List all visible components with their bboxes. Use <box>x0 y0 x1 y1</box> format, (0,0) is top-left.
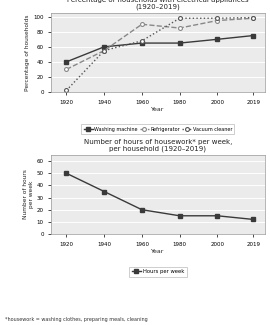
X-axis label: Year: Year <box>151 107 165 112</box>
Refrigerator <box>140 22 144 26</box>
Line: Refrigerator: Refrigerator <box>65 16 255 71</box>
Hours per week <box>103 189 106 193</box>
Line: Vacuum cleaner: Vacuum cleaner <box>65 16 255 92</box>
Legend: Hours per week: Hours per week <box>129 266 187 277</box>
Title: Percentage of households with electrical appliances
(1920–2019): Percentage of households with electrical… <box>67 0 249 10</box>
Washing machine <box>252 33 255 37</box>
Hours per week <box>216 214 219 218</box>
Y-axis label: Percentage of households: Percentage of households <box>25 14 31 91</box>
Vacuum cleaner <box>216 16 219 20</box>
Line: Hours per week: Hours per week <box>65 171 255 221</box>
Vacuum cleaner <box>252 16 255 20</box>
Vacuum cleaner <box>65 88 68 92</box>
Washing machine <box>216 37 219 41</box>
Refrigerator <box>103 49 106 53</box>
Line: Washing machine: Washing machine <box>65 33 255 64</box>
Refrigerator <box>178 26 181 30</box>
Title: Number of hours of housework* per week,
per household (1920–2019): Number of hours of housework* per week, … <box>84 139 232 152</box>
Text: *housework = washing clothes, preparing meals, cleaning: *housework = washing clothes, preparing … <box>5 317 148 322</box>
Washing machine <box>140 41 144 45</box>
Hours per week <box>252 217 255 221</box>
Washing machine <box>178 41 181 45</box>
Legend: Washing machine, Refrigerator, Vacuum cleaner: Washing machine, Refrigerator, Vacuum cl… <box>81 124 235 134</box>
Washing machine <box>65 60 68 64</box>
Washing machine <box>103 45 106 49</box>
Y-axis label: Number of hours
per week: Number of hours per week <box>23 170 34 219</box>
Vacuum cleaner <box>140 39 144 43</box>
Hours per week <box>140 208 144 212</box>
X-axis label: Year: Year <box>151 249 165 254</box>
Hours per week <box>65 171 68 175</box>
Refrigerator <box>252 16 255 20</box>
Hours per week <box>178 214 181 218</box>
Refrigerator <box>216 19 219 22</box>
Vacuum cleaner <box>103 49 106 53</box>
Vacuum cleaner <box>178 16 181 20</box>
Refrigerator <box>65 67 68 71</box>
